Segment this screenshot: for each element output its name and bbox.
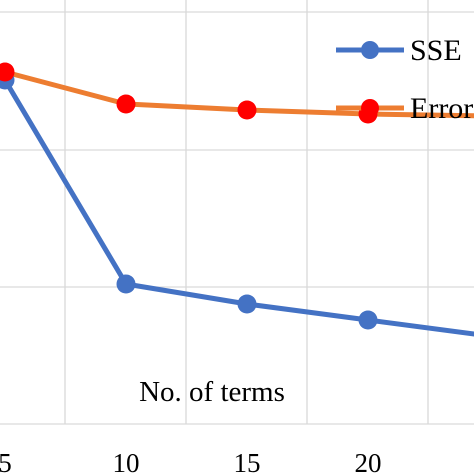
data-point-error [237,100,257,120]
data-point-sse [237,294,257,314]
data-point-error [0,62,15,82]
x-tick-label: 15 [234,448,261,474]
x-tick-labels: 510152025 [0,448,382,474]
data-point-error [116,94,136,114]
legend-label-sse: SSE [410,34,462,67]
data-point-sse [116,274,136,294]
grid-lines [0,0,474,425]
legend-marker-error [361,99,379,117]
x-tick-label: 5 [0,448,12,474]
legend-marker-sse [361,41,379,59]
data-point-sse [358,310,378,330]
series-line-sse [2,78,474,337]
x-tick-label: 10 [113,448,140,474]
x-tick-label: 20 [355,448,382,474]
legend: SSE Error [336,34,473,125]
legend-item-error: Error [336,92,473,125]
legend-item-sse: SSE [336,34,462,67]
legend-label-error: Error [410,92,473,125]
x-axis-title: No. of terms [139,376,285,408]
